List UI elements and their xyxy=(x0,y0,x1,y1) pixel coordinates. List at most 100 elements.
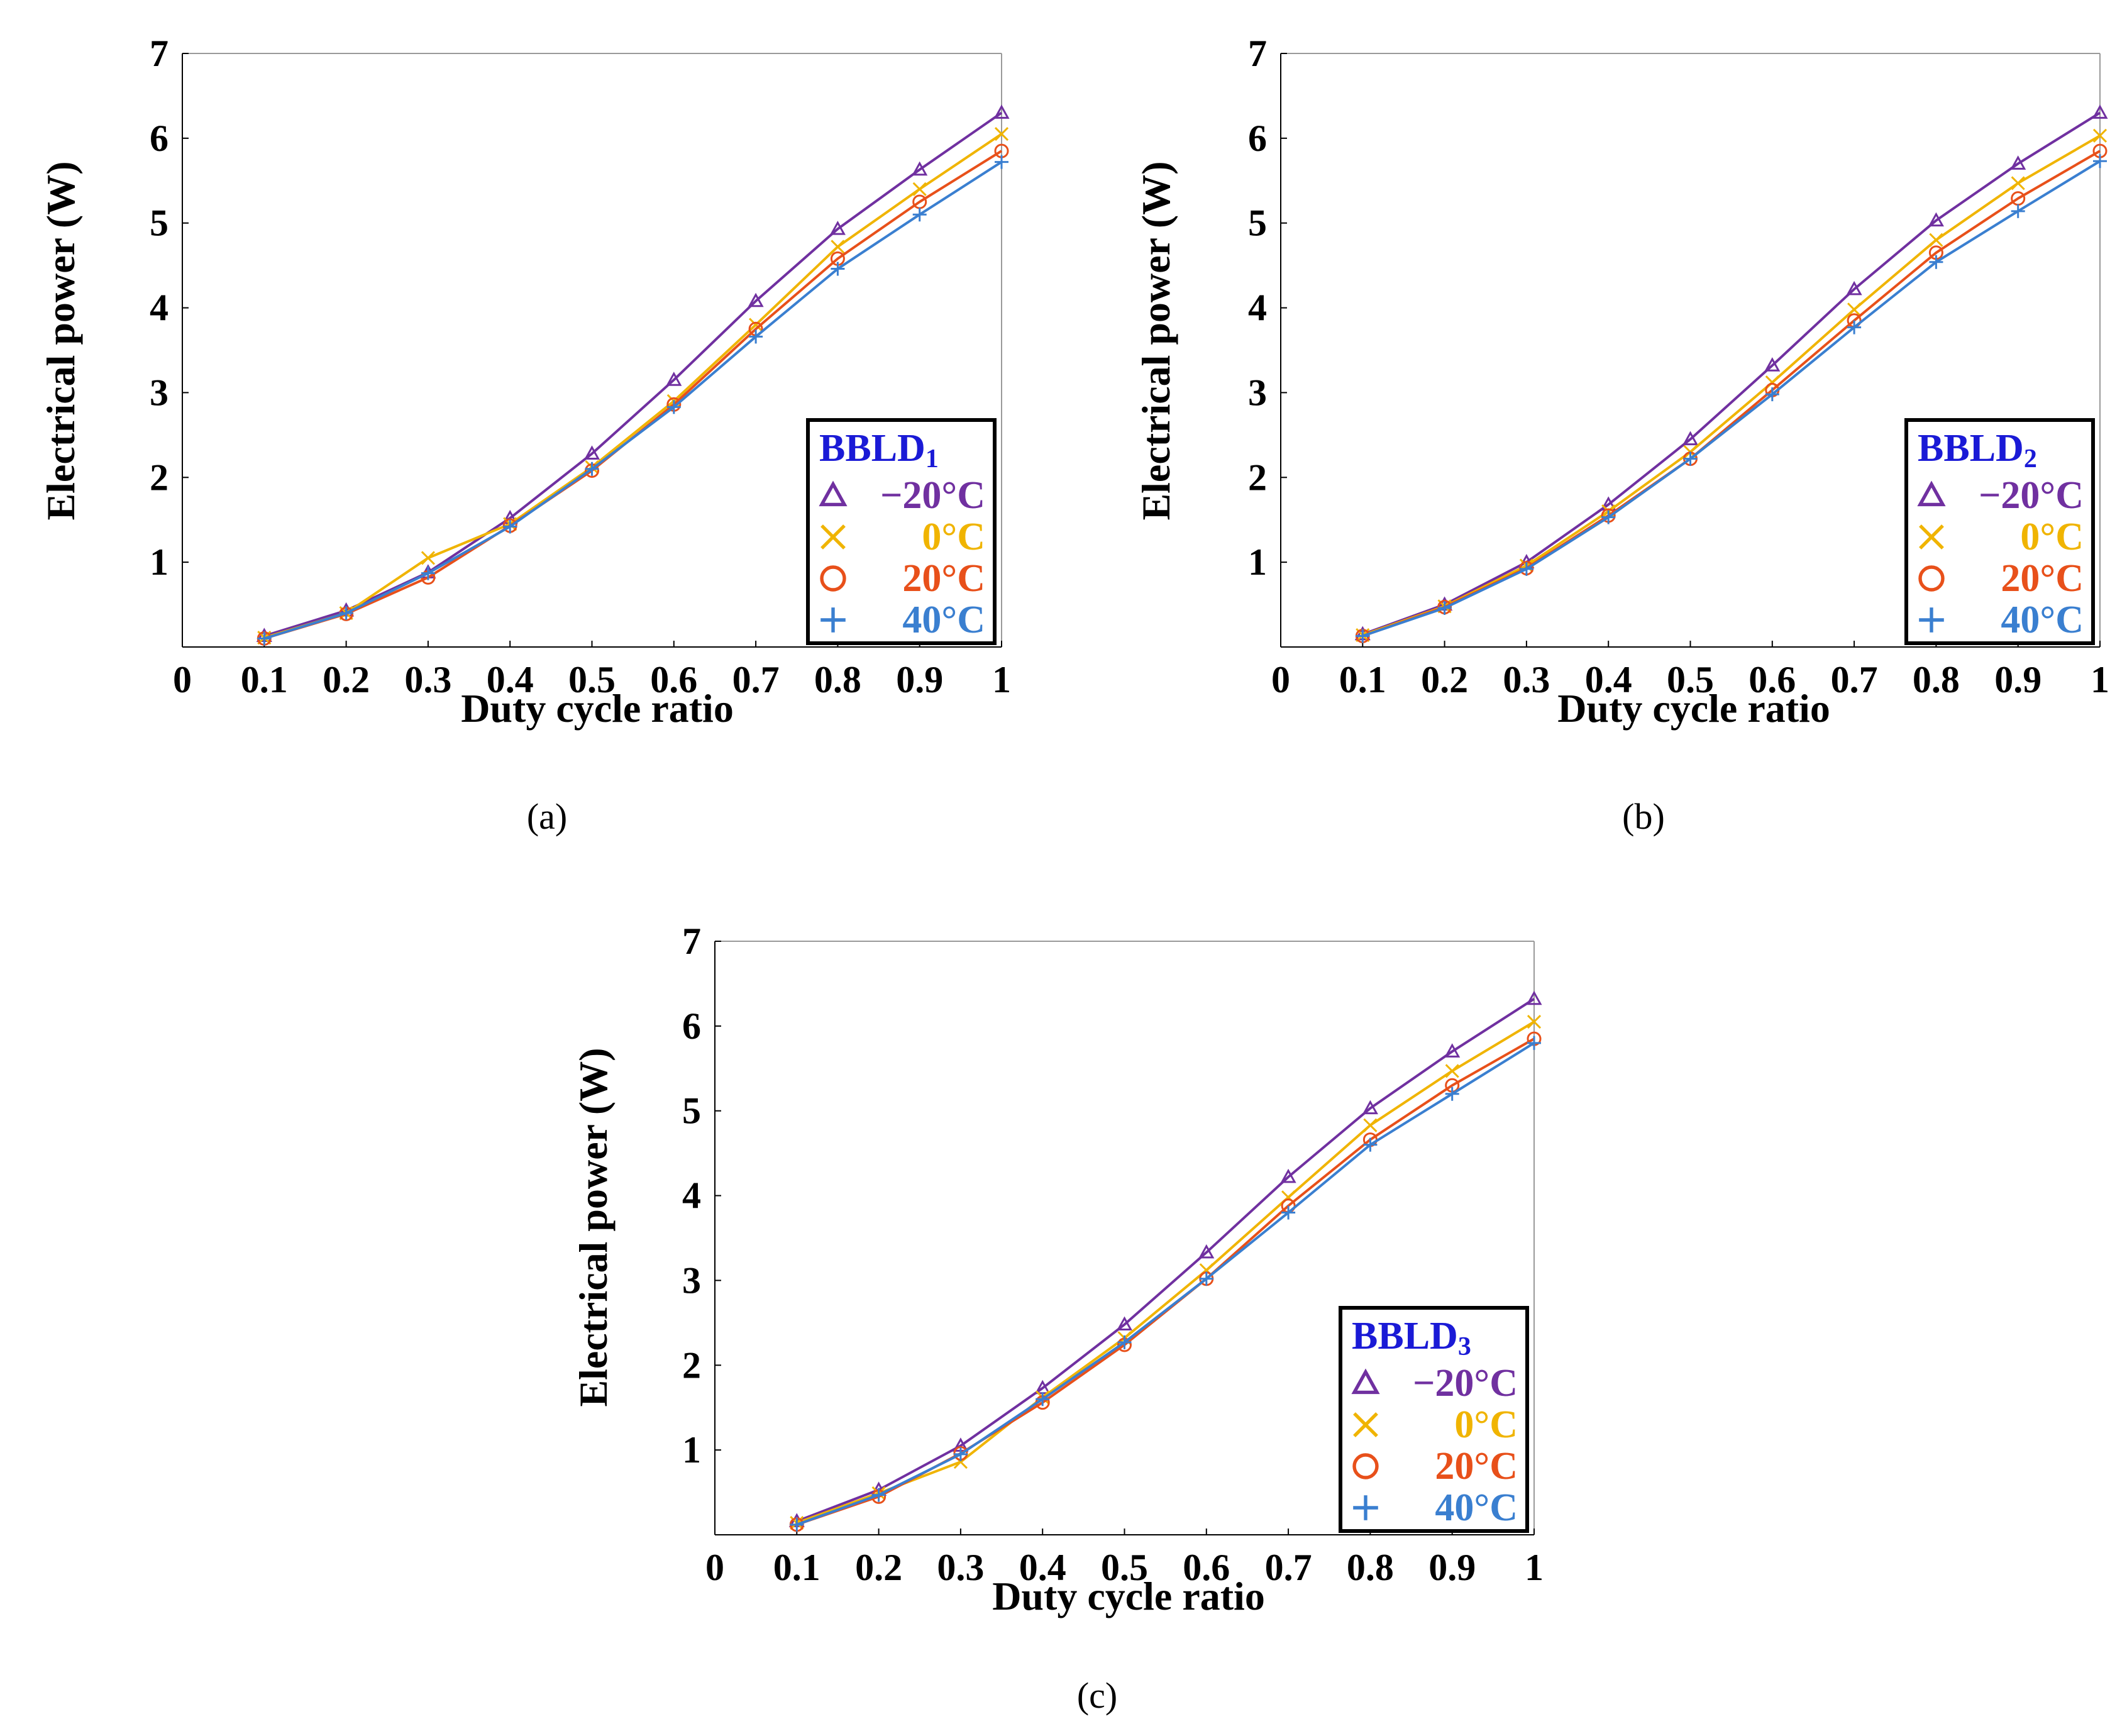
panel-a-series-0-point xyxy=(666,372,682,386)
panel-c-xlabel: Duty cycle ratio xyxy=(992,1574,1265,1618)
panel-b-legend-label-3: 40°C xyxy=(2001,599,2084,641)
panel-a-y-tick-label: 5 xyxy=(150,202,169,244)
panel-b-legend-title: BBLD2 xyxy=(1918,427,2037,473)
panel-a-x-tick-label: 1 xyxy=(992,659,1011,700)
panel-b-series-3-point xyxy=(1601,510,1616,524)
panel-c-legend-marker-2 xyxy=(1352,1453,1379,1479)
panel-a-legend-label-1: 0°C xyxy=(922,516,985,558)
panel-b-legend: BBLD2 −20°C0°C20°C40°C xyxy=(1904,418,2095,645)
panel-b-y-tick-label: 5 xyxy=(1248,202,1267,244)
panel-a-series-0-point xyxy=(829,221,846,235)
panel-c-caption: (c) xyxy=(1077,1675,1117,1716)
panel-c-x-tick-label: 0.2 xyxy=(855,1547,902,1588)
panel-a-y-tick-label: 1 xyxy=(150,541,169,583)
panel-c-legend-marker-0 xyxy=(1351,1368,1380,1395)
panel-a: Electrical power (W) Duty cycle ratio (a… xyxy=(38,33,1011,837)
panel-c-series-3-point xyxy=(1199,1271,1213,1286)
panel-b-x-tick-label: 0.1 xyxy=(1339,659,1386,700)
panel-b-series-3-point xyxy=(1437,600,1452,615)
panel-a-series-line-3 xyxy=(263,160,1003,640)
panel-a-legend-marker-3 xyxy=(820,607,846,633)
panel-b-series-3-point xyxy=(1519,561,1533,576)
panel-a-x-tick-label: 0.7 xyxy=(732,659,780,700)
panel-c-x-tick-label: 0.9 xyxy=(1428,1547,1476,1588)
panel-c-series-0-point xyxy=(1362,1100,1378,1115)
panel-c-y-tick-label: 1 xyxy=(682,1429,701,1471)
panel-b-caption: (b) xyxy=(1622,796,1665,837)
panel-b-y-tick-label: 7 xyxy=(1248,33,1267,74)
panel-c-x-tick-label: 0.6 xyxy=(1183,1547,1230,1588)
panel-b-legend-marker-0 xyxy=(1917,480,1946,507)
panel-a-x-tick-label: 0 xyxy=(173,659,192,700)
panel-a-series-3-point xyxy=(749,329,763,344)
panel-b-y-tick-label: 6 xyxy=(1248,118,1267,159)
panel-a-series-0-point xyxy=(748,292,764,307)
panel-b-series-3-point xyxy=(2011,204,2025,218)
panel-b-x-tick-label: 0.2 xyxy=(1421,659,1468,700)
panel-b-series-line-3 xyxy=(1362,160,2101,638)
panel-b-x-tick-label: 1 xyxy=(2091,659,2109,700)
panel-c-series-3-point xyxy=(1445,1086,1459,1101)
panel-a-series-3-point xyxy=(831,262,845,276)
panel-b-series-0-point xyxy=(1682,431,1699,446)
panel-b-series-3-point xyxy=(1929,255,1943,269)
panel-c-series-line-1 xyxy=(796,1020,1535,1525)
panel-c-legend-label-0: −20°C xyxy=(1413,1362,1518,1405)
panel-b-xlabel: Duty cycle ratio xyxy=(1557,686,1830,731)
panel-b-x-tick-label: 0 xyxy=(1271,659,1290,700)
panel-a-series-3-point xyxy=(666,400,681,414)
panel-c-y-tick-label: 2 xyxy=(682,1344,701,1386)
panel-c-y-tick-label: 5 xyxy=(682,1090,701,1132)
panel-c-series-3-point xyxy=(790,1517,804,1532)
panel-a-x-tick-label: 0.6 xyxy=(650,659,697,700)
panel-c-series-3-point xyxy=(1036,1392,1050,1407)
panel-a-legend-marker-2 xyxy=(820,565,846,592)
panel-b-legend-marker-2 xyxy=(1918,565,1945,592)
panel-b-series-3-point xyxy=(1683,451,1698,466)
panel-a-ylabel: Electrical power (W) xyxy=(38,161,83,520)
panel-a-y-tick-label: 3 xyxy=(150,372,169,413)
panel-b-series-3-point xyxy=(1847,320,1862,334)
panel-b-x-tick-label: 0.5 xyxy=(1667,659,1714,700)
panel-c-legend-label-3: 40°C xyxy=(1435,1486,1518,1529)
panel-a-x-tick-label: 0.2 xyxy=(323,659,370,700)
panel-c-series-3-point xyxy=(1281,1205,1296,1220)
panel-c-x-tick-label: 0.3 xyxy=(937,1547,984,1588)
panel-c-x-tick-label: 1 xyxy=(1525,1547,1544,1588)
panel-a-series-line-1 xyxy=(263,133,1003,639)
panel-b-y-tick-label: 1 xyxy=(1248,541,1267,583)
panel-b-series-0-point xyxy=(2092,104,2108,119)
panel-a-legend-label-0: −20°C xyxy=(880,474,985,517)
panel-c-series-0-point xyxy=(1198,1244,1215,1259)
panel-a-legend: BBLD1 −20°C0°C20°C40°C xyxy=(806,418,997,645)
panel-c-series-0-point xyxy=(1280,1168,1296,1183)
panel-b-legend-label-0: −20°C xyxy=(1979,474,2084,517)
panel-c-series-0-point xyxy=(1116,1316,1133,1331)
panel-a-x-tick-label: 0.4 xyxy=(487,659,534,700)
panel-c-x-tick-label: 0.1 xyxy=(773,1547,820,1588)
panel-c-series-3-point xyxy=(1117,1335,1132,1349)
panel-a-series-3-point xyxy=(995,155,1008,169)
panel-b-x-tick-label: 0.6 xyxy=(1749,659,1796,700)
panel-c-series-3-point xyxy=(871,1488,886,1502)
panel-a-legend-label-3: 40°C xyxy=(902,599,985,641)
panel-b-series-line-0 xyxy=(1362,111,2101,636)
panel-b-series-1-point xyxy=(1929,233,1943,247)
panel-c-series-1-point xyxy=(1527,1015,1542,1029)
panel-c-y-tick-label: 3 xyxy=(682,1259,701,1301)
panel-a-y-tick-label: 2 xyxy=(150,456,169,498)
panel-b-series-0-point xyxy=(1764,357,1781,372)
panel-c-x-tick-label: 0.4 xyxy=(1019,1547,1066,1588)
panel-c-x-tick-label: 0 xyxy=(705,1547,724,1588)
panel-a-xlabel: Duty cycle ratio xyxy=(461,686,734,731)
panel-b-x-tick-label: 0.8 xyxy=(1913,659,1960,700)
panel-b-y-tick-label: 3 xyxy=(1248,372,1267,413)
panel-b-legend-label-1: 0°C xyxy=(2020,516,2084,558)
panel-a-caption: (a) xyxy=(527,796,567,837)
panel-a-series-1-point xyxy=(831,240,845,254)
panel-a-series-3-point xyxy=(257,631,272,646)
panel-c-legend-title: BBLD3 xyxy=(1352,1315,1471,1361)
panel-c-series-0-point xyxy=(1526,990,1542,1005)
